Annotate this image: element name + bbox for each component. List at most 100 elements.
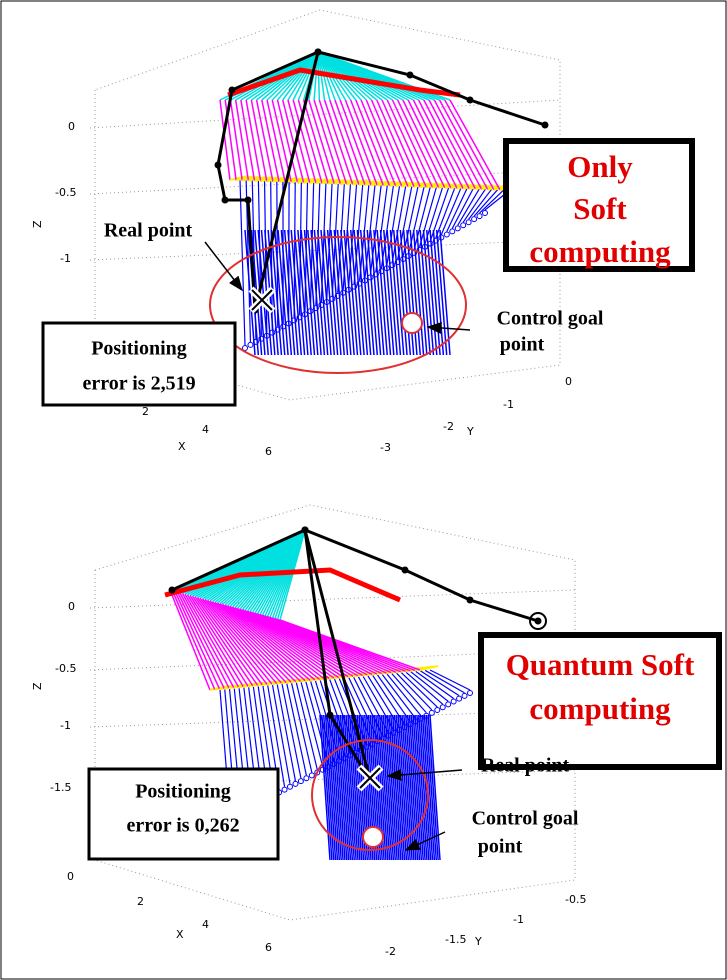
arm-segment: [332, 714, 344, 861]
arm-segment: [340, 229, 352, 356]
arm-segment: [211, 601, 292, 683]
arm-segment: [462, 183, 482, 190]
arm-segment: [419, 665, 439, 671]
arm-segment: [214, 601, 297, 683]
arm-segment: [362, 676, 395, 731]
arm-tip: [476, 213, 483, 220]
title-box: [503, 138, 695, 272]
arm-segment: [451, 188, 474, 229]
arm-segment: [266, 176, 286, 183]
arm-segment: [444, 182, 463, 189]
arm-tip: [308, 772, 315, 779]
arm-segment: [291, 683, 313, 773]
arm-segment: [349, 99, 385, 186]
error-line: Positioning: [91, 338, 187, 360]
z-tick: -0.5: [55, 662, 76, 675]
arm-segment: [249, 611, 364, 677]
y-tick: -3: [380, 441, 391, 454]
arm-segment: [386, 714, 398, 861]
arm-segment: [396, 672, 433, 711]
arm-segment: [356, 229, 369, 356]
arm-segment: [414, 714, 426, 861]
arm-segment: [391, 99, 434, 188]
arm-segment: [415, 670, 454, 700]
error-line: Positioning: [135, 781, 231, 803]
arm-segment: [407, 181, 427, 188]
arm-segment: [355, 99, 391, 187]
arm-segment: [340, 179, 359, 186]
z-tick: 0: [68, 120, 75, 133]
arm-tip: [449, 228, 456, 235]
goal-label: Control goal: [472, 808, 579, 830]
arm-segment: [334, 99, 366, 186]
arm-segment: [376, 99, 415, 188]
arm-segment: [386, 99, 428, 188]
arm-segment: [440, 187, 462, 235]
arm-segment: [475, 184, 494, 191]
goal-point-marker: [401, 312, 423, 334]
arrow: [404, 831, 446, 851]
arm-segment: [400, 672, 438, 708]
arm-segment: [410, 671, 449, 702]
goal-label: point: [478, 836, 523, 858]
arm-segment: [290, 229, 303, 356]
arm-segment: [413, 186, 431, 251]
arm-segment: [327, 178, 347, 185]
arm-segment: [349, 714, 361, 861]
arm-segment: [380, 714, 393, 861]
arm-segment: [224, 604, 316, 681]
arm-segment: [333, 229, 345, 356]
goal-label: point: [500, 334, 545, 356]
arm-tip: [482, 210, 488, 216]
arm-segment: [375, 185, 388, 272]
grid-box: [94, 504, 576, 921]
grid-line: [89, 589, 576, 609]
red-joints: [164, 567, 401, 603]
arm-segment: [412, 714, 424, 861]
arm-segment: [402, 229, 415, 356]
joint: [326, 711, 334, 719]
y-tick: -2: [385, 945, 396, 958]
arm-segment: [292, 51, 319, 101]
arm-segment: [432, 182, 451, 189]
arm-segment: [303, 229, 316, 356]
arm-segment: [287, 51, 319, 101]
arm-segment: [229, 99, 244, 181]
joint: [466, 96, 474, 104]
arm-segment: [216, 602, 302, 682]
arm-segment: [419, 229, 431, 356]
joint: [314, 48, 322, 56]
arm-segment: [388, 714, 400, 861]
arm-segment: [391, 714, 404, 861]
arm-segment: [171, 590, 216, 690]
arm-segment: [337, 714, 350, 861]
x-label: X: [178, 440, 186, 453]
arm-segment: [359, 229, 372, 356]
title-line: Soft: [573, 191, 627, 226]
arm-segment: [281, 683, 302, 779]
arm-segment: [199, 597, 268, 686]
arm-segment: [423, 99, 470, 190]
arm-segment: [446, 188, 468, 232]
arm-segment: [392, 229, 405, 356]
arm-segment: [206, 599, 283, 684]
arm-segment: [229, 605, 326, 680]
joint: [534, 617, 542, 625]
arm-segment: [245, 180, 252, 342]
x-tick: 4: [202, 918, 209, 931]
arm-segment: [372, 675, 406, 725]
y-tick: -1: [513, 913, 524, 926]
arm-segment: [429, 229, 441, 356]
arm-segment: [280, 229, 293, 356]
arm-segment: [307, 229, 319, 356]
arm-segment: [240, 99, 256, 182]
arm-segment: [410, 714, 423, 861]
arm-segment: [376, 229, 388, 356]
arm-segment: [293, 229, 306, 356]
arm-segment: [315, 178, 335, 185]
arm-segment: [346, 179, 365, 186]
x-label: X: [176, 928, 184, 941]
arm-segment: [424, 669, 465, 694]
arm-segment: [174, 591, 221, 690]
